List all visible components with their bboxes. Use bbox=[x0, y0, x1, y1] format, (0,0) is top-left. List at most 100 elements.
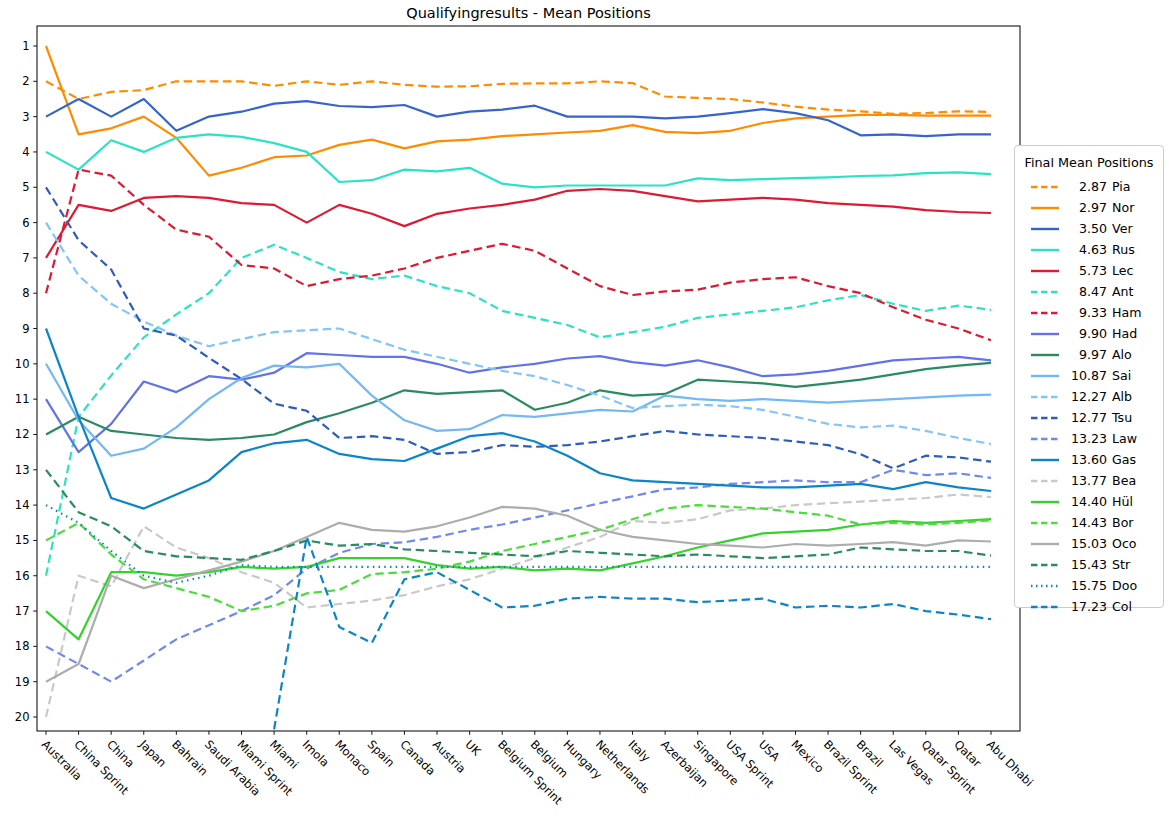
legend-entry-ham: 9.33Ham bbox=[1015, 302, 1163, 323]
legend-entry-oco: 15.03 Oco bbox=[1015, 533, 1163, 554]
y-tick-label: 11 bbox=[15, 392, 30, 406]
legend-final-mean: 15.03 bbox=[1066, 536, 1107, 551]
legend-driver-abbr: Sai bbox=[1112, 368, 1131, 383]
legend-line-icon bbox=[1030, 310, 1060, 316]
series-line-col bbox=[274, 537, 991, 730]
legend-driver-abbr: Lec bbox=[1112, 263, 1133, 278]
legend-entry-ant: 8.47 Ant bbox=[1015, 281, 1163, 302]
legend-final-mean: 10.87 bbox=[1066, 368, 1107, 383]
x-tick-label: USA bbox=[756, 737, 783, 764]
legend-entry-tsu: 12.77Tsu bbox=[1015, 407, 1163, 428]
x-tick-label: Japan bbox=[136, 737, 169, 770]
legend-line-icon bbox=[1030, 289, 1060, 295]
x-tick-label: Imola bbox=[300, 737, 332, 769]
legend-entry-sai: 10.87 Sai bbox=[1015, 365, 1163, 386]
plot-area: 1234567891011121314151617181920Australia… bbox=[0, 0, 1169, 827]
y-tick-label: 4 bbox=[22, 145, 29, 159]
legend-line-icon bbox=[1030, 520, 1060, 526]
legend-entry-bea: 13.77 Bea bbox=[1015, 470, 1163, 491]
legend-final-mean: 2.87 bbox=[1066, 179, 1107, 194]
legend-driver-abbr: Doo bbox=[1112, 578, 1137, 593]
legend-entry-had: 9.90Had bbox=[1015, 323, 1163, 344]
legend-line-icon bbox=[1030, 604, 1060, 610]
legend-driver-abbr: Col bbox=[1112, 599, 1132, 614]
y-tick-label: 13 bbox=[15, 463, 30, 477]
y-tick-label: 15 bbox=[15, 533, 30, 547]
series-line-bea bbox=[46, 495, 991, 718]
legend-final-mean: 12.77 bbox=[1066, 410, 1107, 425]
legend-driver-abbr: Str bbox=[1112, 557, 1130, 572]
y-tick-label: 16 bbox=[15, 569, 30, 583]
y-tick-label: 3 bbox=[22, 110, 29, 124]
legend-final-mean: 5.73 bbox=[1066, 263, 1107, 278]
x-tick-label: UK bbox=[462, 737, 484, 759]
legend-line-icon bbox=[1030, 205, 1060, 211]
legend-final-mean: 9.97 bbox=[1066, 347, 1107, 362]
legend-line-icon bbox=[1030, 184, 1060, 190]
series-line-pia bbox=[46, 81, 991, 114]
legend-driver-abbr: Alb bbox=[1112, 389, 1132, 404]
legend-line-icon bbox=[1030, 352, 1060, 358]
y-tick-label: 14 bbox=[15, 498, 30, 512]
y-tick-label: 20 bbox=[15, 710, 30, 724]
legend-final-mean: 13.23 bbox=[1066, 431, 1107, 446]
legend-final-mean: 12.27 bbox=[1066, 389, 1107, 404]
series-line-rus bbox=[46, 134, 991, 187]
legend-driver-abbr: Ant bbox=[1112, 284, 1134, 299]
legend-entry-rus: 4.63Rus bbox=[1015, 239, 1163, 260]
legend-final-mean: 9.33 bbox=[1066, 305, 1107, 320]
legend-driver-abbr: Ver bbox=[1112, 221, 1133, 236]
y-tick-label: 6 bbox=[22, 216, 29, 230]
legend-final-mean: 13.77 bbox=[1066, 473, 1107, 488]
legend-driver-abbr: Law bbox=[1112, 431, 1137, 446]
x-tick-label: Canada bbox=[397, 737, 438, 778]
legend-title: Final Mean Positions bbox=[1015, 152, 1163, 176]
legend-driver-abbr: Pia bbox=[1112, 179, 1131, 194]
legend-driver-abbr: Bor bbox=[1112, 515, 1134, 530]
legend-driver-abbr: Bea bbox=[1112, 473, 1136, 488]
legend-driver-abbr: Nor bbox=[1112, 200, 1134, 215]
y-tick-label: 17 bbox=[15, 604, 30, 618]
legend-entry-alb: 12.27 Alb bbox=[1015, 386, 1163, 407]
legend-driver-abbr: Oco bbox=[1112, 536, 1137, 551]
x-tick-label: Abu Dhabi bbox=[984, 737, 1036, 789]
series-line-ver bbox=[46, 99, 991, 136]
legend-line-icon bbox=[1030, 457, 1060, 463]
x-tick-label: Mexico bbox=[788, 737, 826, 775]
series-line-alb bbox=[46, 223, 991, 444]
legend-entry-hül: 14.40Hül bbox=[1015, 491, 1163, 512]
legend-line-icon bbox=[1030, 415, 1060, 421]
legend-final-mean: 14.43 bbox=[1066, 515, 1107, 530]
series-line-oco bbox=[46, 507, 991, 682]
legend-final-mean: 8.47 bbox=[1066, 284, 1107, 299]
figure: Qualifyingresults - Mean Positions 12345… bbox=[0, 0, 1169, 827]
legend-line-icon bbox=[1030, 373, 1060, 379]
y-tick-label: 10 bbox=[15, 357, 30, 371]
legend-driver-abbr: Gas bbox=[1112, 452, 1136, 467]
y-tick-label: 12 bbox=[15, 427, 30, 441]
legend-final-mean: 15.43 bbox=[1066, 557, 1107, 572]
legend-line-icon bbox=[1030, 331, 1060, 337]
series-line-sai bbox=[46, 364, 991, 456]
legend-line-icon bbox=[1030, 436, 1060, 442]
legend-line-icon bbox=[1030, 268, 1060, 274]
legend-final-mean: 15.75 bbox=[1066, 578, 1107, 593]
legend-entries: 2.87Pia2.97Nor3.50Ver4.63Rus5.73Lec8.47A… bbox=[1015, 176, 1163, 617]
legend-final-mean: 2.97 bbox=[1066, 200, 1107, 215]
legend-driver-abbr: Hül bbox=[1112, 494, 1133, 509]
y-tick-label: 1 bbox=[22, 39, 29, 53]
legend-entry-law: 13.23 Law bbox=[1015, 428, 1163, 449]
legend-entry-gas: 13.60Gas bbox=[1015, 449, 1163, 470]
y-tick-label: 8 bbox=[22, 286, 29, 300]
legend-driver-abbr: Had bbox=[1112, 326, 1137, 341]
legend-line-icon bbox=[1030, 541, 1060, 547]
legend-line-icon bbox=[1030, 499, 1060, 505]
legend-driver-abbr: Alo bbox=[1112, 347, 1132, 362]
x-tick-label: Italy bbox=[625, 737, 653, 765]
y-tick-label: 19 bbox=[15, 675, 30, 689]
legend-entry-nor: 2.97 Nor bbox=[1015, 197, 1163, 218]
legend-entry-alo: 9.97 Alo bbox=[1015, 344, 1163, 365]
y-tick-label: 5 bbox=[22, 180, 29, 194]
legend-entry-str: 15.43 Str bbox=[1015, 554, 1163, 575]
y-tick-label: 18 bbox=[15, 639, 30, 653]
